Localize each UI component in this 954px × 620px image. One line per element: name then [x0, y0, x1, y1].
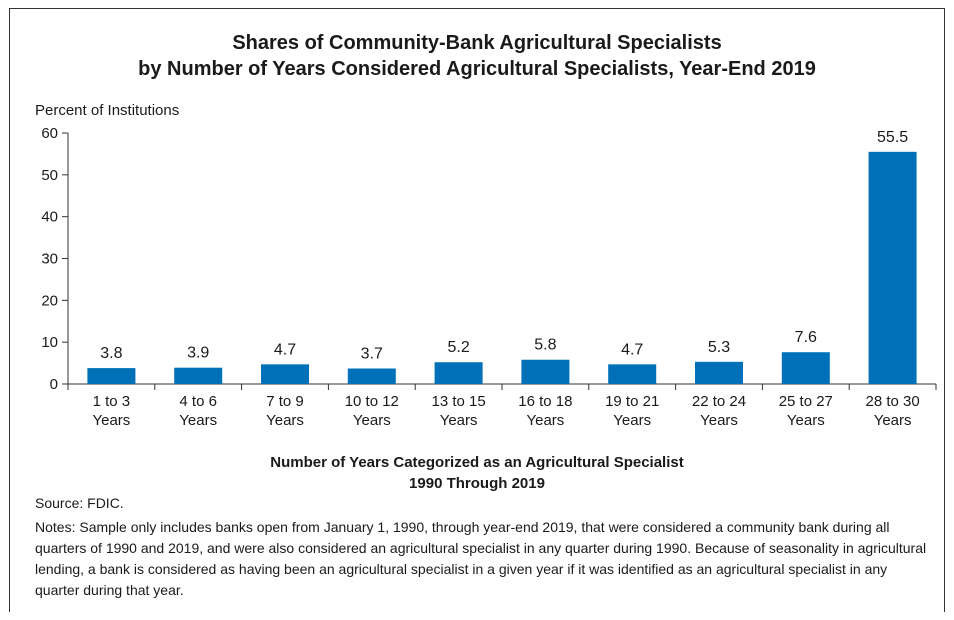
y-tick-label: 0 [50, 376, 58, 393]
y-tick-label: 10 [41, 334, 58, 351]
data-label: 5.2 [447, 339, 469, 356]
chart-title-line1: Shares of Community-Bank Agricultural Sp… [232, 32, 722, 54]
bar [868, 151, 917, 384]
y-tick-label: 40 [41, 209, 58, 226]
x-axis-title: Number of Years Categorized as an Agricu… [200, 452, 754, 494]
y-tick-label: 20 [41, 292, 58, 309]
x-tick-label: 28 to 30 [865, 393, 919, 410]
data-label: 55.5 [877, 129, 908, 146]
notes-text: Notes: Sample only includes banks open f… [35, 519, 927, 598]
source-note: Source: FDIC. [35, 495, 124, 511]
y-axis-title: Percent of Institutions [35, 102, 180, 119]
chart-title: Shares of Community-Bank Agricultural Sp… [9, 30, 945, 82]
x-tick-label: 4 to 6 [179, 393, 217, 410]
x-tick-label: 22 to 24 [692, 393, 746, 410]
data-label: 3.9 [187, 345, 209, 362]
x-axis-title-line1: Number of Years Categorized as an Agricu… [270, 454, 684, 471]
x-tick-label: Years [787, 412, 825, 429]
x-tick-label: Years [440, 412, 478, 429]
bar [434, 362, 483, 384]
data-label: 4.7 [621, 341, 643, 358]
x-tick-label: Years [700, 412, 738, 429]
x-tick-label: Years [874, 412, 912, 429]
x-tick-label: 1 to 3 [93, 393, 131, 410]
data-label: 5.3 [708, 339, 730, 356]
x-tick-label: 19 to 21 [605, 393, 659, 410]
x-tick-label: Years [266, 412, 304, 429]
x-tick-label: Years [179, 412, 217, 429]
data-label: 5.8 [534, 337, 556, 354]
x-tick-label: 10 to 12 [345, 393, 399, 410]
bar [608, 364, 657, 384]
x-tick-label: 25 to 27 [779, 393, 833, 410]
bar [261, 364, 309, 384]
bar [174, 367, 223, 384]
y-tick-label: 50 [41, 167, 58, 184]
bar [695, 361, 743, 384]
x-tick-label: Years [353, 412, 391, 429]
y-tick-label: 30 [41, 251, 58, 268]
data-label: 7.6 [795, 329, 817, 346]
x-tick-label: 16 to 18 [518, 393, 572, 410]
bar [347, 368, 396, 384]
y-tick-label: 60 [41, 125, 58, 142]
x-tick-label: Years [92, 412, 130, 429]
x-axis-title-line2: 1990 Through 2019 [409, 475, 545, 492]
data-label: 3.8 [100, 345, 122, 362]
x-tick-label: Years [526, 412, 564, 429]
bar [87, 368, 136, 384]
x-tick-label: Years [613, 412, 651, 429]
bar [521, 359, 570, 384]
x-tick-label: 13 to 15 [431, 393, 485, 410]
data-label: 4.7 [274, 341, 296, 358]
bar [781, 352, 830, 384]
x-tick-label: 7 to 9 [266, 393, 304, 410]
data-label: 3.7 [361, 346, 383, 363]
chart-frame [9, 8, 945, 612]
chart-title-line2: by Number of Years Considered Agricultur… [138, 58, 816, 80]
